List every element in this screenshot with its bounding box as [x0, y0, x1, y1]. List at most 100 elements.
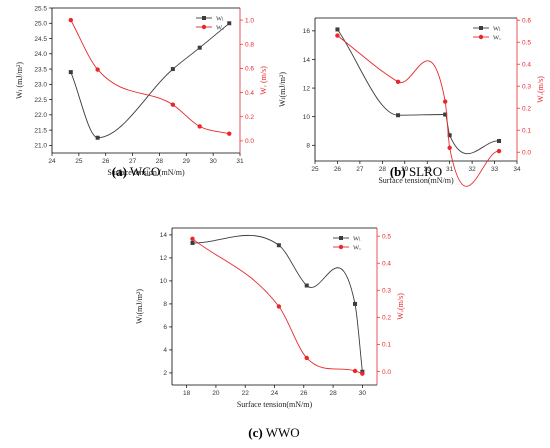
y2-tick-label: 0.6: [245, 66, 254, 73]
data-point-wl: [197, 45, 202, 50]
data-point-wl: [335, 27, 340, 32]
y-tick-label: 14: [303, 57, 311, 64]
chart-b: 25 26 27 28 29 30 31 32 33 34 8 10 12 14 16 0.0 0.1 0.2 0.…: [278, 18, 545, 187]
legend-label: Wᵥ: [353, 244, 361, 251]
panel-caption-text: SLRO: [406, 164, 442, 179]
y-tick-label: 24.5: [34, 36, 47, 43]
legend-label: Wₗ: [493, 25, 501, 32]
x-tick-label: 28: [156, 158, 164, 165]
data-point-wl: [190, 240, 195, 245]
y2-tick-label: 0.1: [382, 342, 391, 349]
y-tick-label: 16: [303, 28, 311, 35]
x-tick-label: 31: [446, 166, 454, 173]
data-point-wl: [497, 138, 502, 143]
x-tick-label: 28: [329, 390, 337, 397]
y-tick-label: 4: [163, 347, 167, 354]
data-point-wv: [447, 145, 452, 150]
y2-tick-label: 0.0: [245, 138, 254, 145]
data-point-wv: [395, 79, 401, 85]
chart-a: 24 25 26 27 28 29 30 31 21.0 21.5 22.0 22.5 23.0 23.5…: [15, 5, 268, 179]
y2-axis-title: Wᵥ (m/s): [259, 66, 268, 95]
series-line-wv: [70, 19, 230, 135]
y2-axis-title: Wᵥ(m/s): [396, 293, 405, 320]
y2-tick-label: 0.4: [245, 90, 254, 97]
panel-caption: (c) WWO: [248, 425, 299, 440]
x-tick-label: 29: [401, 166, 409, 173]
panel-caption-label: (b): [390, 164, 406, 179]
x-tick-label: 25: [75, 158, 83, 165]
legend-label: Wₗ: [216, 15, 224, 22]
y-tick-label: 2: [163, 370, 167, 377]
data-point-wl: [443, 112, 448, 117]
y-tick-label: 6: [163, 324, 167, 331]
data-point-wl: [276, 243, 281, 248]
data-point-wl: [304, 283, 309, 288]
y2-tick-label: 1.0: [245, 17, 254, 24]
y2-tick-label: 0.5: [382, 233, 391, 240]
data-point-wv: [352, 368, 358, 374]
y2-tick-label: 0.2: [382, 315, 391, 322]
data-point-wv: [276, 304, 282, 309]
x-axis-title: Surface tension(mN/m): [378, 176, 454, 185]
y-tick-label: 12: [303, 85, 311, 92]
y2-tick-label: 0.4: [522, 62, 531, 69]
x-tick-label: 27: [129, 158, 137, 165]
y-tick-label: 21.0: [34, 143, 47, 150]
y2-tick-label: 0.4: [382, 260, 391, 267]
x-tick-label: 24: [48, 158, 56, 165]
x-tick-label: 29: [183, 158, 191, 165]
y-tick-label: 24.0: [34, 51, 47, 58]
x-tick-label: 30: [424, 166, 432, 173]
panel-caption-text: WWO: [263, 425, 300, 440]
x-tick-label: 26: [102, 158, 110, 165]
y-axis-title: Wₗ(mJ/m²): [278, 72, 287, 107]
data-point-wl: [353, 301, 358, 306]
x-tick-label: 20: [212, 390, 220, 397]
x-axis-title: Surface tension(mN/m): [237, 400, 313, 409]
y-axis-title: Wₗ(mJ/m²): [135, 289, 144, 324]
chart-c: 18 20 22 24 26 28 3024681012140.00.10.20.30.40…: [135, 227, 405, 440]
legend-marker-wv: [338, 244, 344, 250]
legend-marker-wv: [201, 24, 207, 30]
y2-tick-label: 0.8: [245, 42, 254, 49]
data-point-wv: [360, 371, 365, 376]
x-tick-label: 18: [183, 390, 191, 397]
x-tick-label: 34: [513, 166, 521, 173]
y2-axis-title: Wᵥ(m/s): [536, 76, 545, 103]
panel-caption-label: (c): [248, 425, 262, 440]
y2-tick-label: 0.6: [522, 18, 531, 25]
panel-caption: (a) WCO: [112, 164, 161, 179]
data-point-wv: [335, 33, 340, 38]
x-axis-title: Surface tension (mN/m): [107, 168, 185, 177]
y-axis-title: Wₗ (mJ/m²): [15, 62, 24, 99]
y-tick-label: 25.0: [34, 21, 47, 28]
y2-tick-label: 0.2: [245, 114, 254, 121]
series-line-wl: [192, 235, 363, 372]
x-tick-label: 30: [210, 158, 218, 165]
y-tick-label: 8: [306, 143, 310, 150]
y2-tick-label: 0.0: [382, 369, 391, 376]
data-point-wv: [68, 17, 74, 23]
x-tick-label: 30: [359, 390, 367, 397]
data-point-wl: [170, 67, 175, 72]
data-point-wv: [197, 124, 202, 129]
y-tick-label: 12: [160, 255, 168, 262]
series-line-wl: [70, 22, 230, 139]
x-tick-label: 25: [311, 166, 319, 173]
x-tick-label: 31: [236, 158, 244, 165]
x-tick-label: 26: [334, 166, 342, 173]
y-tick-label: 8: [163, 301, 167, 308]
x-tick-label: 28: [379, 166, 387, 173]
panel-caption-label: (a): [112, 164, 127, 179]
x-tick-label: 32: [468, 166, 476, 173]
y2-tick-label: 0.5: [522, 40, 531, 47]
y2-tick-label: 0.1: [522, 128, 531, 135]
data-point-wl: [227, 21, 232, 26]
legend-marker-wl: [479, 26, 483, 30]
legend-marker-wv: [478, 34, 484, 40]
data-point-wv: [170, 102, 176, 107]
y-tick-label: 10: [160, 278, 168, 285]
panel-caption: (b) SLRO: [390, 164, 442, 179]
legend-label: Wᵥ: [493, 34, 501, 41]
